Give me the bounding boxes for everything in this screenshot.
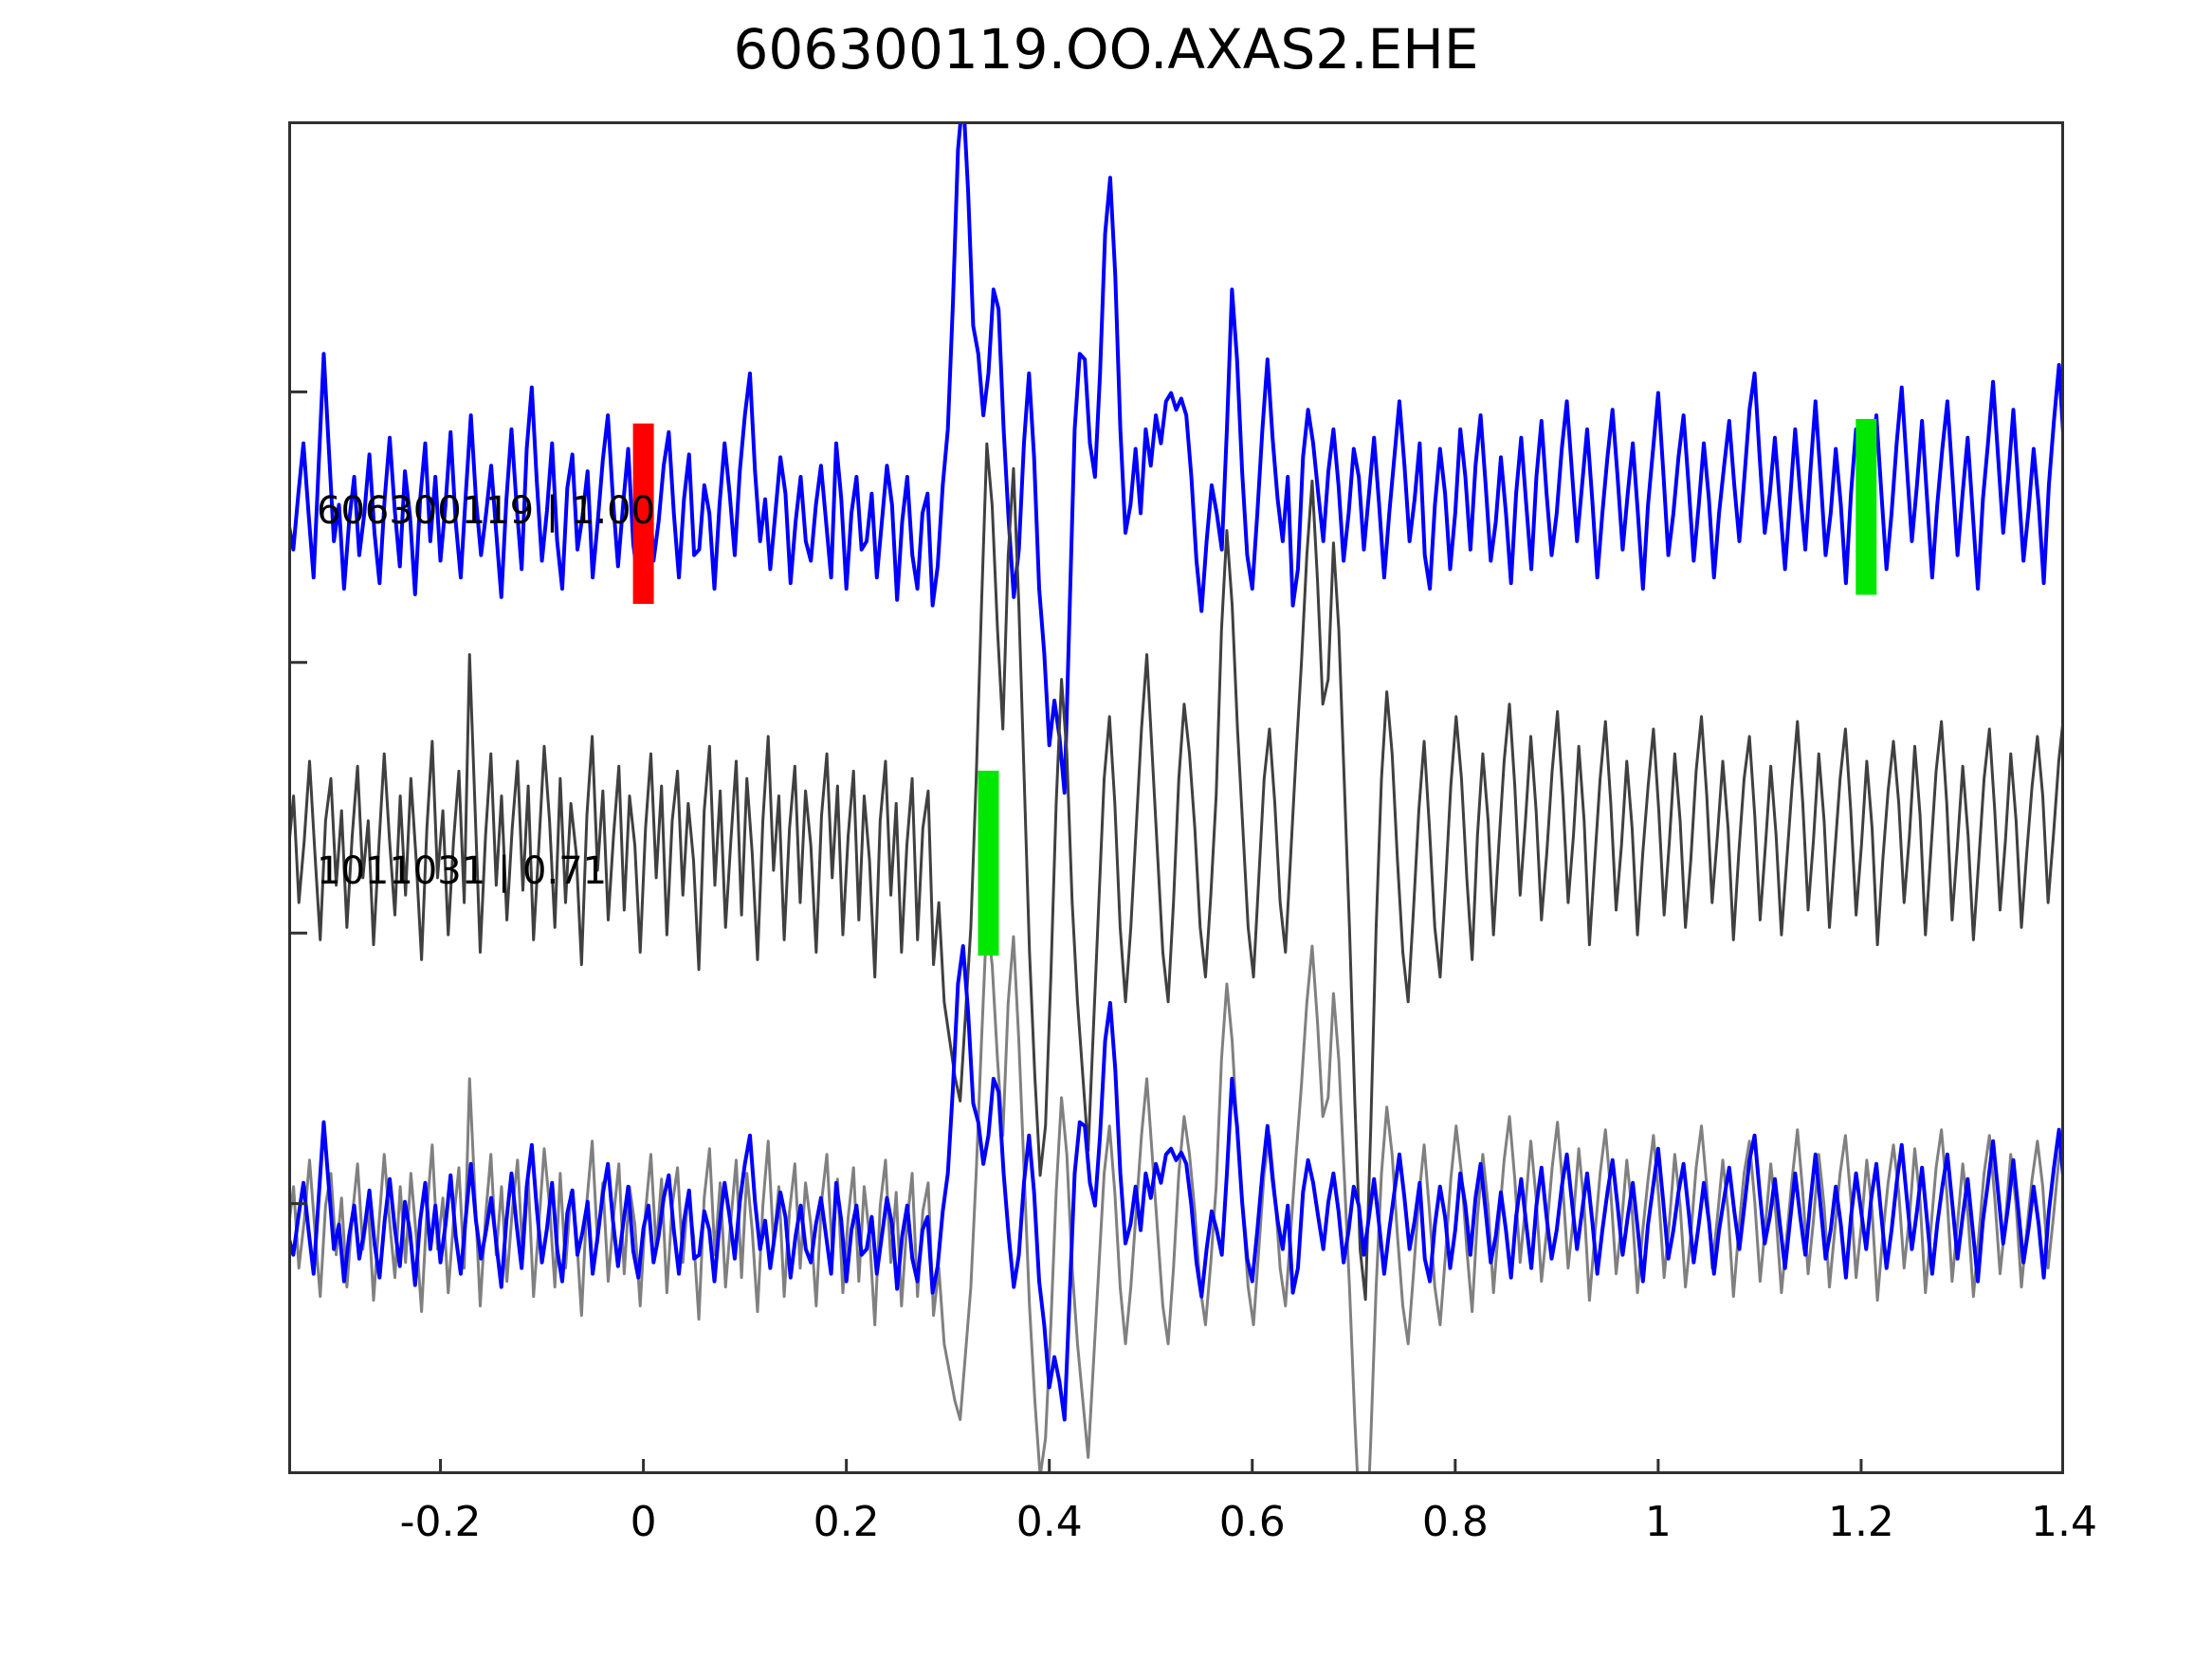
x-tick-label-1: 0 bbox=[630, 1498, 657, 1546]
page-title: 606300119.OO.AXAS2.EHE bbox=[733, 17, 1479, 82]
trace-2-1011031 bbox=[288, 442, 2064, 1302]
x-tick-label-0: -0.2 bbox=[399, 1498, 482, 1546]
x-tick-label-3: 0.4 bbox=[1015, 1498, 1083, 1546]
red-pick-trace-1 bbox=[632, 423, 654, 604]
overlay-trace-606300119 bbox=[288, 943, 2064, 1422]
x-tick-label-8: 1.4 bbox=[2031, 1498, 2097, 1546]
x-tick-label-4: 0.6 bbox=[1218, 1498, 1286, 1546]
trace-1-606300119 bbox=[288, 121, 2064, 795]
plot-frame bbox=[288, 121, 2064, 1474]
green-pick-trace-2 bbox=[978, 770, 999, 956]
axis-ticks-group bbox=[288, 390, 2064, 1474]
plot-area: 606300119 | 1.00 1011031 | 0.71 bbox=[288, 121, 2064, 1474]
waveform-plot-svg bbox=[288, 121, 2064, 1474]
markers-group bbox=[632, 418, 1877, 956]
x-tick-label-2: 0.2 bbox=[813, 1498, 880, 1546]
overlay-trace-1011031 bbox=[288, 916, 2064, 1474]
traces-group bbox=[288, 121, 2064, 1474]
x-tick-label-5: 0.8 bbox=[1421, 1498, 1489, 1546]
x-tick-label-7: 1.2 bbox=[1827, 1498, 1894, 1546]
green-pick-trace-1 bbox=[1856, 418, 1877, 595]
trace-2-label: 1011031 | 0.71 bbox=[317, 849, 608, 893]
trace-1-label: 606300119 | 1.00 bbox=[317, 489, 656, 533]
x-tick-label-6: 1 bbox=[1644, 1498, 1672, 1546]
